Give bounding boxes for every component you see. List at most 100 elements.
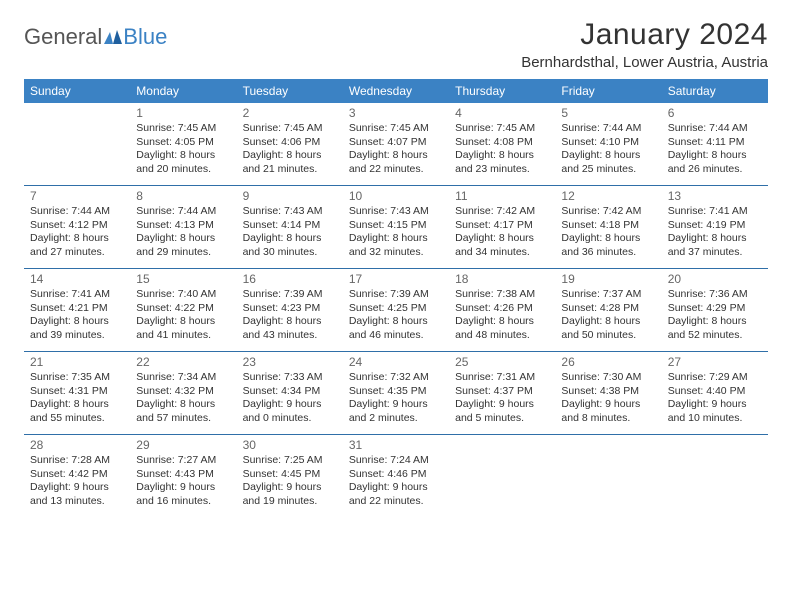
sunset-text: Sunset: 4:25 PM [349,302,443,315]
day-header: Tuesday [237,79,343,103]
daylight-text: and 26 minutes. [668,163,762,176]
daylight-text: and 50 minutes. [561,329,655,342]
sunset-text: Sunset: 4:08 PM [455,136,549,149]
sunrise-text: Sunrise: 7:42 AM [455,205,549,218]
day-number: 17 [349,272,443,287]
day-header: Saturday [662,79,768,103]
day-cell: 6Sunrise: 7:44 AMSunset: 4:11 PMDaylight… [662,103,768,185]
daylight-text: Daylight: 8 hours [561,315,655,328]
sunrise-text: Sunrise: 7:43 AM [243,205,337,218]
sunrise-text: Sunrise: 7:39 AM [243,288,337,301]
sunset-text: Sunset: 4:05 PM [136,136,230,149]
sunrise-text: Sunrise: 7:45 AM [136,122,230,135]
daylight-text: Daylight: 9 hours [668,398,762,411]
daylight-text: and 57 minutes. [136,412,230,425]
sunset-text: Sunset: 4:17 PM [455,219,549,232]
day-cell: 31Sunrise: 7:24 AMSunset: 4:46 PMDayligh… [343,435,449,517]
day-cell: 26Sunrise: 7:30 AMSunset: 4:38 PMDayligh… [555,352,661,434]
sunset-text: Sunset: 4:38 PM [561,385,655,398]
sunrise-text: Sunrise: 7:45 AM [243,122,337,135]
daylight-text: and 21 minutes. [243,163,337,176]
day-cell: 28Sunrise: 7:28 AMSunset: 4:42 PMDayligh… [24,435,130,517]
day-number: 26 [561,355,655,370]
daylight-text: Daylight: 9 hours [30,481,124,494]
sunset-text: Sunset: 4:26 PM [455,302,549,315]
day-cell: 10Sunrise: 7:43 AMSunset: 4:15 PMDayligh… [343,186,449,268]
daylight-text: Daylight: 8 hours [561,232,655,245]
daylight-text: and 34 minutes. [455,246,549,259]
sunrise-text: Sunrise: 7:34 AM [136,371,230,384]
daylight-text: and 55 minutes. [30,412,124,425]
day-number: 14 [30,272,124,287]
day-number: 18 [455,272,549,287]
sunset-text: Sunset: 4:29 PM [668,302,762,315]
day-number: 10 [349,189,443,204]
sunset-text: Sunset: 4:35 PM [349,385,443,398]
day-number: 15 [136,272,230,287]
day-number: 30 [243,438,337,453]
day-header: Sunday [24,79,130,103]
day-header: Monday [130,79,236,103]
day-number: 12 [561,189,655,204]
sunset-text: Sunset: 4:19 PM [668,219,762,232]
day-number: 9 [243,189,337,204]
day-number: 11 [455,189,549,204]
day-cell: 15Sunrise: 7:40 AMSunset: 4:22 PMDayligh… [130,269,236,351]
sunset-text: Sunset: 4:07 PM [349,136,443,149]
sunset-text: Sunset: 4:37 PM [455,385,549,398]
daylight-text: Daylight: 9 hours [243,398,337,411]
day-cell: 17Sunrise: 7:39 AMSunset: 4:25 PMDayligh… [343,269,449,351]
daylight-text: and 32 minutes. [349,246,443,259]
sunrise-text: Sunrise: 7:28 AM [30,454,124,467]
daylight-text: and 36 minutes. [561,246,655,259]
sunrise-text: Sunrise: 7:37 AM [561,288,655,301]
day-cell: 14Sunrise: 7:41 AMSunset: 4:21 PMDayligh… [24,269,130,351]
day-number: 3 [349,106,443,121]
day-number: 4 [455,106,549,121]
day-number: 13 [668,189,762,204]
daylight-text: Daylight: 8 hours [30,398,124,411]
sunrise-text: Sunrise: 7:35 AM [30,371,124,384]
daylight-text: Daylight: 8 hours [455,315,549,328]
sunrise-text: Sunrise: 7:44 AM [668,122,762,135]
sunset-text: Sunset: 4:15 PM [349,219,443,232]
daylight-text: and 16 minutes. [136,495,230,508]
sunset-text: Sunset: 4:06 PM [243,136,337,149]
daylight-text: Daylight: 8 hours [243,315,337,328]
daylight-text: Daylight: 8 hours [136,232,230,245]
daylight-text: Daylight: 9 hours [136,481,230,494]
sunset-text: Sunset: 4:22 PM [136,302,230,315]
daylight-text: and 30 minutes. [243,246,337,259]
sunrise-text: Sunrise: 7:39 AM [349,288,443,301]
day-number: 2 [243,106,337,121]
sunrise-text: Sunrise: 7:38 AM [455,288,549,301]
daylight-text: Daylight: 8 hours [136,315,230,328]
daylight-text: and 22 minutes. [349,163,443,176]
logo-text-general: General [24,24,102,50]
day-header: Wednesday [343,79,449,103]
day-header: Thursday [449,79,555,103]
daylight-text: and 20 minutes. [136,163,230,176]
sunset-text: Sunset: 4:31 PM [30,385,124,398]
day-number: 22 [136,355,230,370]
day-cell: 16Sunrise: 7:39 AMSunset: 4:23 PMDayligh… [237,269,343,351]
logo-triangle-icon [104,24,122,50]
daylight-text: Daylight: 8 hours [30,315,124,328]
sunrise-text: Sunrise: 7:45 AM [349,122,443,135]
day-cell: 19Sunrise: 7:37 AMSunset: 4:28 PMDayligh… [555,269,661,351]
day-number: 20 [668,272,762,287]
empty-cell [555,435,661,517]
calendar-grid: Sunday Monday Tuesday Wednesday Thursday… [24,79,768,517]
sunrise-text: Sunrise: 7:40 AM [136,288,230,301]
daylight-text: and 0 minutes. [243,412,337,425]
day-cell: 23Sunrise: 7:33 AMSunset: 4:34 PMDayligh… [237,352,343,434]
sunrise-text: Sunrise: 7:45 AM [455,122,549,135]
sunrise-text: Sunrise: 7:31 AM [455,371,549,384]
sunrise-text: Sunrise: 7:42 AM [561,205,655,218]
sunrise-text: Sunrise: 7:43 AM [349,205,443,218]
empty-cell [449,435,555,517]
daylight-text: and 10 minutes. [668,412,762,425]
sunset-text: Sunset: 4:45 PM [243,468,337,481]
week-row: 7Sunrise: 7:44 AMSunset: 4:12 PMDaylight… [24,186,768,269]
daylight-text: and 13 minutes. [30,495,124,508]
